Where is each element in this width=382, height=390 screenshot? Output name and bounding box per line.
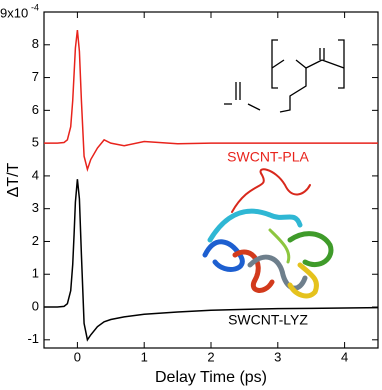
bond bbox=[305, 59, 323, 69]
y-multiplier-exponent: -4 bbox=[31, 2, 39, 12]
chemical-structure bbox=[224, 39, 345, 113]
y-tick-label: 3 bbox=[32, 200, 39, 215]
y-tick-label: 8 bbox=[32, 36, 39, 51]
y-tick-label: 2 bbox=[32, 233, 39, 248]
y-tick-label: 0 bbox=[32, 298, 39, 313]
y-multiplier: 9x10 bbox=[0, 5, 28, 20]
y-tick-label: -1 bbox=[27, 331, 39, 346]
bracket bbox=[271, 39, 278, 89]
bond bbox=[271, 59, 285, 69]
y-axis-label: ΔT/T bbox=[5, 162, 22, 197]
y-tick-label: 4 bbox=[32, 167, 39, 182]
x-axis-label: Delay Time (ps) bbox=[155, 369, 267, 386]
x-tick-label: 0 bbox=[74, 349, 81, 364]
protein-image bbox=[202, 168, 334, 299]
bracket bbox=[338, 39, 345, 89]
line-series bbox=[44, 29, 378, 172]
bond bbox=[295, 59, 307, 69]
x-tick-label: 1 bbox=[141, 349, 148, 364]
bond bbox=[279, 68, 307, 113]
x-tick-label: 3 bbox=[274, 349, 281, 364]
x-tick-label: 2 bbox=[207, 349, 214, 364]
series-label: SWCNT-LYZ bbox=[228, 312, 308, 328]
y-tick-label: 6 bbox=[32, 102, 39, 117]
bond bbox=[321, 59, 345, 69]
series-label: SWCNT-PLA bbox=[227, 149, 309, 165]
bond bbox=[247, 103, 261, 111]
y-tick-label: 1 bbox=[32, 266, 39, 281]
line-series bbox=[44, 179, 379, 342]
y-tick-label: 7 bbox=[32, 69, 39, 84]
x-tick-label: 4 bbox=[341, 349, 348, 364]
y-tick-label: 5 bbox=[32, 135, 39, 150]
